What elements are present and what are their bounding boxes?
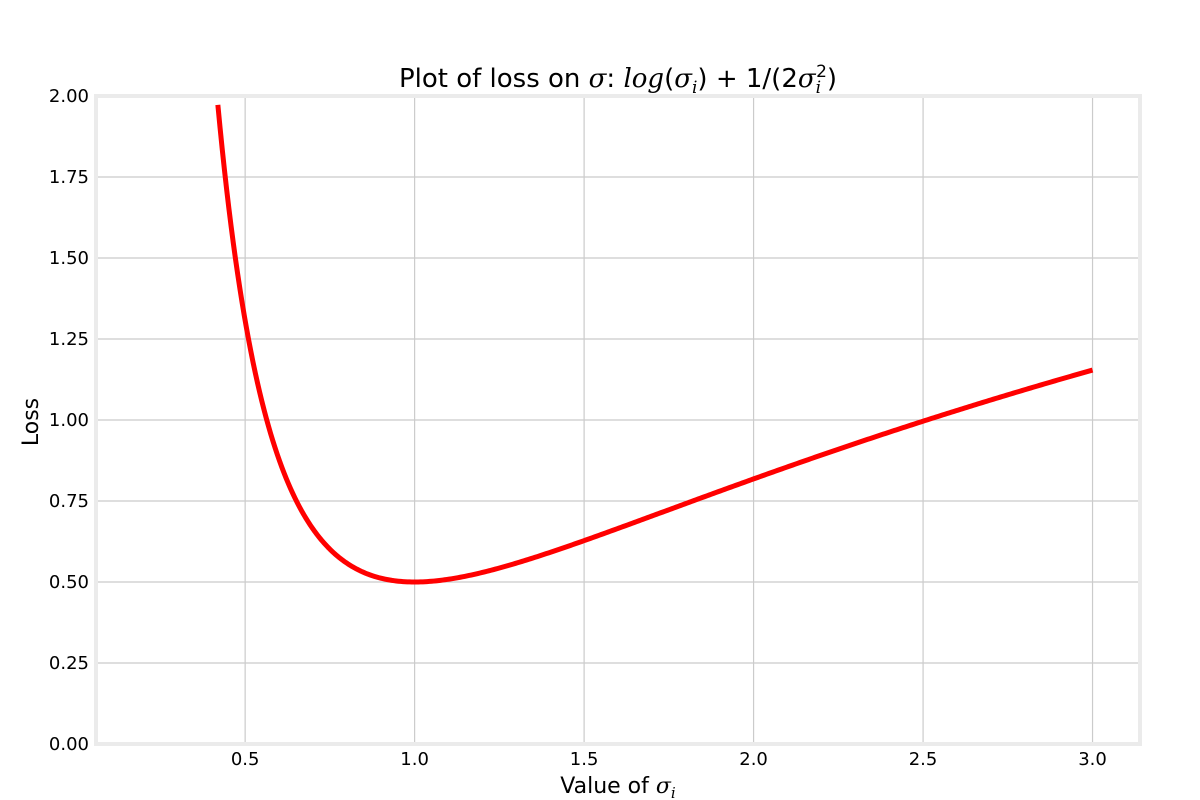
y-tick-label: 1.50: [49, 248, 89, 269]
y-tick-label: 1.00: [49, 410, 89, 431]
chart-title: Plot of loss on σ: log(σi) + 1/(2σi2): [399, 62, 837, 98]
plot-frame: [94, 94, 1142, 746]
grid-lines: [96, 95, 1140, 745]
y-tick-label: 1.25: [49, 329, 89, 350]
y-axis-label: Loss: [19, 398, 44, 446]
y-tick-label: 0.50: [49, 572, 89, 593]
loss-curve-line: [215, 104, 1094, 585]
y-tick-label: 2.00: [49, 86, 89, 107]
y-tick-label: 0.25: [49, 653, 89, 674]
x-tick-label: 0.5: [231, 749, 260, 770]
x-tick-labels: 0.5 1.0 1.5 2.0 2.5 3.0: [231, 749, 1107, 770]
x-tick-label: 1.5: [570, 749, 599, 770]
series-layer: [215, 104, 1094, 585]
y-tick-labels: 0.00 0.25 0.50 0.75 1.00 1.25 1.50 1.75 2.00: [49, 86, 89, 755]
y-tick-label: 0.00: [49, 734, 89, 755]
x-tick-label: 1.0: [400, 749, 429, 770]
x-tick-label: 2.5: [909, 749, 938, 770]
y-tick-label: 0.75: [49, 491, 89, 512]
plot-border: [94, 94, 1142, 746]
x-tick-label: 2.0: [739, 749, 768, 770]
x-axis-label: Value of σi: [560, 774, 676, 800]
x-tick-label: 3.0: [1078, 749, 1107, 770]
y-tick-label: 1.75: [49, 167, 89, 188]
